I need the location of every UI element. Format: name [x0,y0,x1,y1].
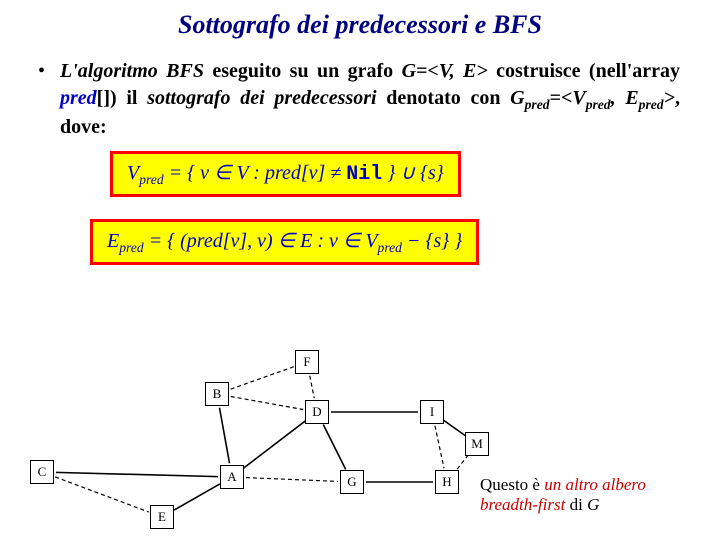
f1-pred: pred [265,162,301,184]
graph-edge [231,396,303,409]
text-seg: eseguito su un grafo [204,60,402,82]
element-of-icon: ∈ [214,162,231,184]
f2-m1: [v], v) [223,230,278,252]
graph-node-B: B [205,382,229,406]
note-text: Questo è un altro albero breadth-first d… [480,475,700,516]
formula-1-wrap: Vpred = { v ∈ V : pred[v] ≠ Nil } ∪ {s} [0,141,720,197]
f2-end: − {s} } [402,230,462,252]
graph-edge [243,421,306,469]
f1-lhs: Vpred [127,162,164,184]
graph-node-E: E [150,505,174,529]
text-seg: G=<V, E> [402,60,488,82]
formula-1-box: Vpred = { v ∈ V : pred[v] ≠ Nil } ∪ {s} [110,151,461,197]
graph-edge [323,425,345,470]
text-seg: pred [586,97,611,112]
note-seg: G [587,495,599,514]
text-seg: , E [611,87,639,109]
f1-nil: Nil [346,163,382,186]
note-seg: di [565,495,587,514]
graph-edge [174,484,220,510]
element-of-icon: ∈ [343,230,360,252]
text-seg: G [510,87,524,109]
graph-node-I: I [420,400,444,424]
f2-pred: pred [187,230,223,252]
graph-edge [56,472,218,476]
body-paragraph: L'algoritmo BFS eseguito su un grafo G=<… [0,40,720,141]
formula-2-box: Epred = { (pred[v], v) ∈ E : v ∈ Vpred −… [90,219,479,265]
f2-m2: E : v [295,230,343,252]
graph-node-C: C [30,460,54,484]
text-seg: pred [525,97,550,112]
text-seg: =< [550,87,573,109]
f2-m3: V [360,230,377,252]
formula-2-wrap: Epred = { (pred[v], v) ∈ E : v ∈ Vpred −… [0,209,720,265]
f1-m3: } [382,162,400,184]
graph-edge [310,376,315,399]
element-of-icon: ∈ [278,230,295,252]
text-seg: sottografo dei predecessori [147,87,376,109]
graph-edge [230,367,294,390]
f1-end: {s} [415,162,444,184]
text-seg: pred [60,87,97,109]
graph-edge [443,420,465,436]
graph-node-M: M [465,432,489,456]
note-seg: Questo è [480,475,544,494]
text-seg: []) il [97,87,148,109]
f1-m2: [v] ≠ [301,162,346,184]
slide-title: Sottografo dei predecessori e BFS [0,0,720,40]
union-icon: ∪ [400,162,415,184]
f2-vsub: pred [378,240,402,255]
graph-edge [435,426,444,469]
graph-node-H: H [435,470,459,494]
f1-m1: V : [231,162,265,184]
text-seg: costruisce (nell'array [488,60,680,82]
graph-edge [246,478,338,482]
text-seg: > [664,87,675,109]
f2-eq: = { ( [144,230,187,252]
graph-node-D: D [305,400,329,424]
graph-node-A: A [220,465,244,489]
f1-eq: = { v [164,162,214,184]
graph-edge [456,455,469,471]
graph-edge [243,421,306,469]
graph-node-G: G [340,470,364,494]
text-seg: pred [639,97,664,112]
text-seg: L'algoritmo BFS [60,60,204,82]
graph-node-F: F [295,350,319,374]
graph-edge [219,408,229,463]
graph-edge [55,477,149,512]
text-seg: denotato con [377,87,511,109]
f2-lhs: Epred [107,230,144,252]
text-seg: V [572,87,585,109]
